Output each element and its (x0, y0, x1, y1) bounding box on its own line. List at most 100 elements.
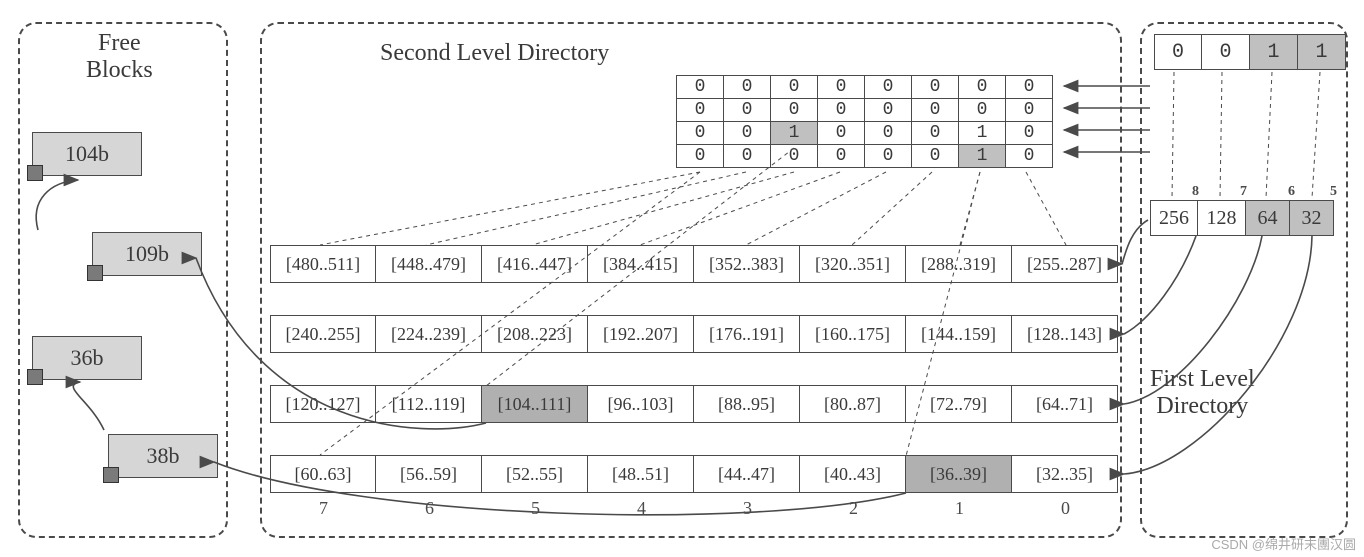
free-block: 104b (32, 132, 142, 176)
free-block: 38b (108, 434, 218, 478)
first-level-top-label: 8 (1192, 184, 1199, 200)
bitmap-cell: 0 (724, 122, 771, 145)
range-cell: [32..35] (1012, 455, 1118, 493)
bitmap-cell: 0 (959, 76, 1006, 99)
bitmap-cell: 0 (771, 76, 818, 99)
first-level-top-label: 6 (1288, 184, 1295, 200)
range-cell: [72..79] (906, 385, 1012, 423)
range-cell: [192..207] (588, 315, 694, 353)
range-cell: [416..447] (482, 245, 588, 283)
range-cell: [128..143] (1012, 315, 1118, 353)
range-cell: [64..71] (1012, 385, 1118, 423)
block-corner (27, 369, 43, 385)
free-block: 109b (92, 232, 202, 276)
column-index: 5 (531, 498, 540, 519)
first-level-value-cell: 256 (1150, 200, 1198, 236)
bitmap-cell: 0 (677, 122, 724, 145)
bitmap-cell: 0 (865, 99, 912, 122)
range-cell: [144..159] (906, 315, 1012, 353)
bitmap-cell: 0 (771, 99, 818, 122)
free-blocks-title: Free Blocks (86, 30, 153, 84)
first-level-value-cell: 32 (1290, 200, 1334, 236)
range-cell: [224..239] (376, 315, 482, 353)
range-cell: [448..479] (376, 245, 482, 283)
range-row: [120..127][112..119][104..111][96..103][… (270, 385, 1118, 423)
first-level-title-l1: First Level (1150, 366, 1255, 392)
range-cell: [52..55] (482, 455, 588, 493)
block-corner (27, 165, 43, 181)
range-cell: [255..287] (1012, 245, 1118, 283)
range-cell: [80..87] (800, 385, 906, 423)
bitmap-cell: 0 (818, 122, 865, 145)
bitmap-cell: 0 (912, 122, 959, 145)
range-row: [60..63][56..59][52..55][48..51][44..47]… (270, 455, 1118, 493)
free-blocks-title-l1: Free (98, 30, 141, 56)
second-level-bitmap: 00000000000000000010001000000010 (676, 75, 1053, 168)
first-level-top-label: 7 (1240, 184, 1247, 200)
range-cell: [104..111] (482, 385, 588, 423)
first-level-panel (1140, 22, 1348, 538)
block-corner (87, 265, 103, 281)
column-index: 4 (637, 498, 646, 519)
bitmap-cell: 0 (1006, 145, 1053, 168)
first-level-value-cell: 128 (1198, 200, 1246, 236)
bitmap-cell: 1 (771, 122, 818, 145)
bitmap-cell: 0 (677, 99, 724, 122)
column-index: 3 (743, 498, 752, 519)
column-index: 7 (319, 498, 328, 519)
bitmap-cell: 0 (865, 76, 912, 99)
bitmap-cell: 0 (677, 76, 724, 99)
range-cell: [96..103] (588, 385, 694, 423)
range-cell: [160..175] (800, 315, 906, 353)
bitmap-cell: 0 (1006, 122, 1053, 145)
first-level-header-cell: 0 (1154, 34, 1202, 70)
bitmap-cell: 0 (724, 145, 771, 168)
first-level-top-label: 5 (1330, 184, 1337, 200)
free-blocks-title-l2: Blocks (86, 57, 153, 83)
range-cell: [36..39] (906, 455, 1012, 493)
range-row: [240..255][224..239][208..223][192..207]… (270, 315, 1118, 353)
range-cell: [208..223] (482, 315, 588, 353)
bitmap-cell: 0 (912, 76, 959, 99)
range-cell: [48..51] (588, 455, 694, 493)
first-level-title: First Level Directory (1150, 366, 1255, 420)
bitmap-cell: 0 (912, 145, 959, 168)
bitmap-cell: 0 (1006, 76, 1053, 99)
bitmap-cell: 0 (818, 145, 865, 168)
bitmap-cell: 1 (959, 122, 1006, 145)
range-cell: [120..127] (270, 385, 376, 423)
range-cell: [320..351] (800, 245, 906, 283)
range-cell: [88..95] (694, 385, 800, 423)
range-cell: [56..59] (376, 455, 482, 493)
second-level-title: Second Level Directory (380, 40, 609, 67)
bitmap-cell: 0 (959, 99, 1006, 122)
free-block: 36b (32, 336, 142, 380)
first-level-header-cell: 0 (1202, 34, 1250, 70)
bitmap-cell: 0 (865, 145, 912, 168)
first-level-values: 2561286432 (1150, 200, 1334, 236)
first-level-value-cell: 64 (1246, 200, 1290, 236)
first-level-header: 0011 (1154, 34, 1346, 70)
range-cell: [60..63] (270, 455, 376, 493)
bitmap-cell: 0 (818, 76, 865, 99)
range-cell: [176..191] (694, 315, 800, 353)
first-level-header-cell: 1 (1250, 34, 1298, 70)
watermark-text: CSDN @绵井研末團汉圆 (1211, 534, 1356, 553)
block-corner (103, 467, 119, 483)
column-index: 0 (1061, 498, 1070, 519)
range-cell: [240..255] (270, 315, 376, 353)
range-row: [480..511][448..479][416..447][384..415]… (270, 245, 1118, 283)
range-cell: [40..43] (800, 455, 906, 493)
bitmap-cell: 0 (724, 99, 771, 122)
range-cell: [288..319] (906, 245, 1012, 283)
range-cell: [44..47] (694, 455, 800, 493)
range-cell: [384..415] (588, 245, 694, 283)
bitmap-cell: 0 (677, 145, 724, 168)
range-cell: [352..383] (694, 245, 800, 283)
first-level-header-cell: 1 (1298, 34, 1346, 70)
range-cell: [112..119] (376, 385, 482, 423)
bitmap-cell: 0 (818, 99, 865, 122)
first-level-title-l2: Directory (1156, 393, 1248, 419)
column-index: 1 (955, 498, 964, 519)
bitmap-cell: 0 (1006, 99, 1053, 122)
